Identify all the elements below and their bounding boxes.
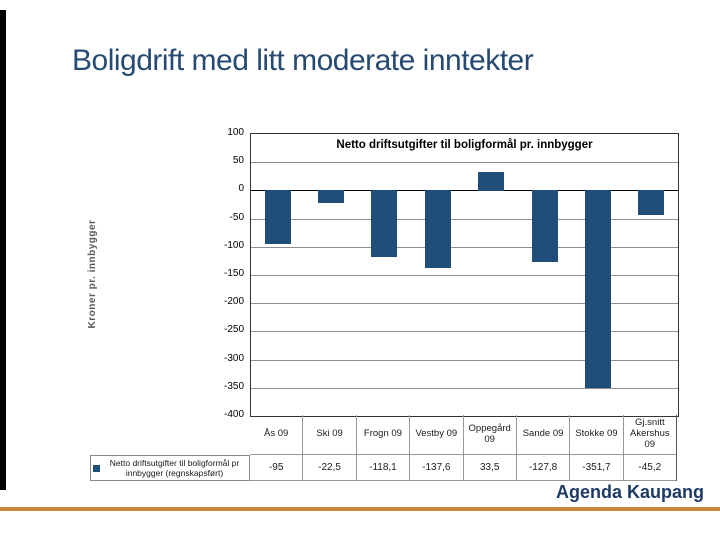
gridline [251, 303, 678, 304]
table-columns: Ås 09 -95 Ski 09 -22,5 Frogn 09 -118,1 Vestby … [250, 415, 677, 481]
category-label: Stokke 09 [570, 415, 623, 455]
gridline [251, 162, 678, 163]
category-label: Ås 09 [250, 415, 303, 455]
y-tick-label: -250 [223, 324, 244, 336]
table-column: Ski 09 -22,5 [303, 415, 357, 481]
gridline [251, 219, 678, 220]
value-cell: -95 [250, 455, 303, 481]
y-tick-label: 100 [227, 127, 244, 138]
table-column: Sande 09 -127,8 [516, 415, 571, 481]
table-column: Stokke 09 -351,7 [570, 415, 624, 481]
gridline [251, 388, 678, 389]
bar [532, 190, 558, 262]
bar [478, 172, 504, 191]
table-column: Gj.snitt Akershus 09 -45,2 [623, 415, 677, 481]
legend-cell: Netto driftsutgifter til boligformål pr … [90, 455, 250, 481]
slide-title: Boligdrift med litt moderate inntekter [72, 44, 534, 77]
table-column: Frogn 09 -118,1 [356, 415, 411, 481]
category-label: Frogn 09 [356, 415, 410, 455]
value-cell: 33,5 [463, 455, 516, 481]
category-label: Oppegård 09 [463, 415, 516, 455]
y-tick-label: -200 [223, 296, 244, 308]
y-tick-label: -50 [229, 211, 244, 223]
y-tick-label: -150 [223, 268, 244, 279]
value-cell: -137,6 [410, 455, 463, 481]
gridline [251, 247, 678, 248]
left-edge-bar [0, 10, 6, 490]
category-label: Ski 09 [303, 415, 356, 455]
y-tick-label: -400 [223, 409, 244, 420]
legend-swatch-icon [93, 464, 100, 472]
value-cell: -127,8 [516, 455, 570, 481]
footer-orange-rule [0, 507, 720, 511]
value-cell: -118,1 [356, 455, 410, 481]
footer-brand: Agenda Kaupang [555, 482, 704, 502]
bar [371, 190, 397, 257]
legend-series-label: Netto driftsutgifter til boligformål pr … [109, 457, 240, 478]
y-tick-label: -350 [223, 380, 244, 392]
bar-chart: Kroner pr. innbygger Netto driftsutgifte… [87, 125, 680, 481]
category-label: Vestby 09 [410, 415, 463, 455]
bar [318, 190, 344, 203]
gridline [251, 360, 678, 361]
y-tick-label: -300 [223, 352, 244, 364]
chart-data-table: Netto driftsutgifter til boligformål pr … [88, 415, 677, 481]
y-tick-label: 50 [232, 155, 244, 167]
bar [265, 190, 291, 244]
chart-title: Netto driftsutgifter til boligformål pr.… [336, 139, 593, 151]
table-column: Oppegård 09 33,5 [463, 415, 517, 481]
table-column: Ås 09 -95 [250, 415, 304, 481]
bar [638, 190, 664, 215]
value-cell: -45,2 [623, 455, 676, 481]
zero-axis-line [251, 190, 678, 191]
category-label: Gj.snitt Akershus 09 [623, 415, 676, 455]
value-cell: -22,5 [303, 455, 356, 481]
gridline [251, 331, 678, 332]
plot-area: Netto driftsutgifter til boligformål pr.… [250, 133, 679, 417]
value-cell: -351,7 [570, 455, 623, 481]
table-column: Vestby 09 -137,6 [410, 415, 464, 481]
gridline [251, 275, 678, 276]
y-tick-label: 0 [238, 183, 244, 195]
category-label: Sande 09 [516, 415, 570, 455]
y-tick-label: -100 [223, 239, 244, 251]
bar [585, 190, 611, 388]
y-axis-title: Kroner pr. innbygger [87, 219, 98, 329]
bar [425, 190, 451, 268]
